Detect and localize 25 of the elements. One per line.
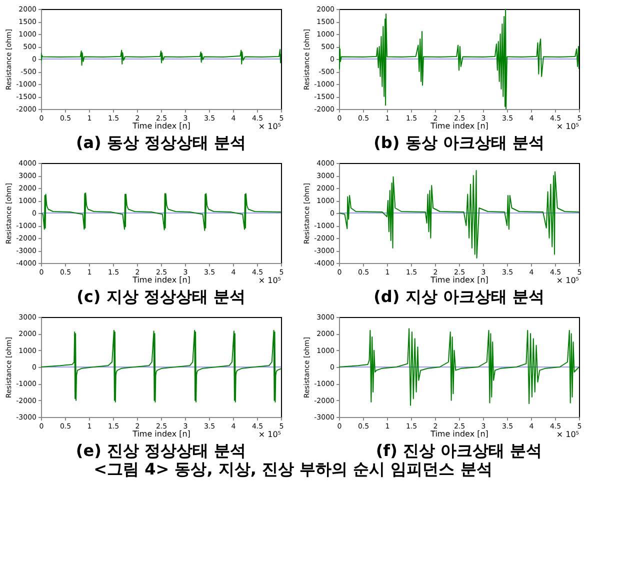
line-series (339, 328, 579, 406)
line-series (339, 9, 579, 109)
x-axis-title: Time index [n] (430, 430, 488, 438)
x-axis-title: Time index [n] (430, 122, 488, 130)
x-axis-title: Time index [n] (430, 276, 488, 284)
x-axis-title: Time index [n] (132, 430, 190, 438)
text: (c) 지상 정상상태 분석 (76, 287, 246, 306)
text: × 10⁵ (258, 276, 281, 285)
text: × 10⁵ (258, 430, 281, 439)
text: × 10⁵ (556, 430, 579, 439)
line-series (41, 330, 281, 402)
text: <그림 4> 동상, 지상, 진상 부하의 순시 임피던스 분석 (94, 460, 492, 478)
line-series (41, 49, 281, 66)
text: × 10⁵ (556, 122, 579, 131)
text: (b) 동상 아크상태 분석 (374, 133, 544, 152)
text: (f) 진상 아크상태 분석 (376, 441, 542, 460)
text: × 10⁵ (258, 122, 281, 131)
x-axis-title: Time index [n] (132, 122, 190, 130)
text: (d) 지상 아크상태 분석 (374, 287, 544, 306)
x-axis-title: Time index [n] (132, 276, 190, 284)
line-series (339, 170, 579, 258)
line-series (41, 192, 281, 231)
text: × 10⁵ (556, 276, 579, 285)
text: (a) 동상 정상상태 분석 (76, 133, 246, 152)
text: (e) 진상 정상상태 분석 (76, 441, 246, 460)
